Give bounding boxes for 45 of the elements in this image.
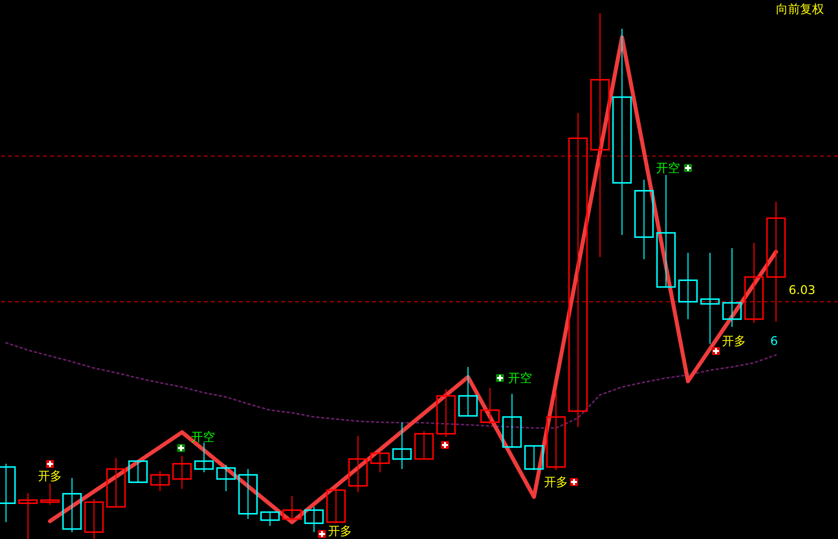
candlestick: [414, 430, 434, 460]
candlestick: [326, 487, 346, 524]
candlestick: [502, 393, 522, 448]
candlestick: [106, 457, 126, 508]
candlestick: [282, 495, 302, 520]
candlestick: [656, 174, 676, 288]
candlestick: [238, 468, 258, 520]
candlestick: [766, 201, 786, 322]
candlestick: [194, 442, 214, 473]
annotation: 开空: [656, 161, 680, 175]
candlestick: [260, 511, 280, 526]
candlestick: [524, 445, 544, 471]
candlestick: [678, 252, 698, 320]
candlestick: [744, 242, 764, 324]
candlestick: [62, 477, 82, 533]
candlestick: [546, 390, 566, 471]
candlestick: [128, 460, 148, 483]
candlestick: [612, 28, 632, 236]
candlestick: [700, 252, 720, 344]
annotation: 开空: [191, 430, 215, 444]
annotation: 开空: [508, 371, 532, 385]
candlestick: [722, 248, 742, 328]
annotation: 向前复权: [776, 2, 824, 16]
candlestick: [150, 470, 170, 492]
annotation: 开多: [544, 475, 568, 489]
candlestick: [18, 492, 38, 539]
candlestick: [458, 366, 478, 417]
candlestick: [436, 388, 456, 438]
candlestick: [480, 388, 500, 424]
candlestick: [40, 483, 60, 506]
text: 6.03: [788, 283, 816, 297]
candlestick: [634, 179, 654, 260]
candlestick: [568, 112, 588, 428]
candlestick: [216, 464, 236, 492]
annotation: 6: [770, 334, 778, 348]
candlestick: [304, 506, 324, 533]
annotation: 开多: [722, 334, 746, 348]
candlestick: [590, 12, 610, 258]
candlestick: [348, 435, 368, 493]
candlestick: [370, 452, 390, 473]
annotation: 开多: [38, 469, 62, 483]
candlestick: [392, 422, 412, 470]
candlestick: [172, 455, 192, 490]
candlestick: [84, 498, 104, 539]
annotation: 开多: [328, 524, 352, 538]
